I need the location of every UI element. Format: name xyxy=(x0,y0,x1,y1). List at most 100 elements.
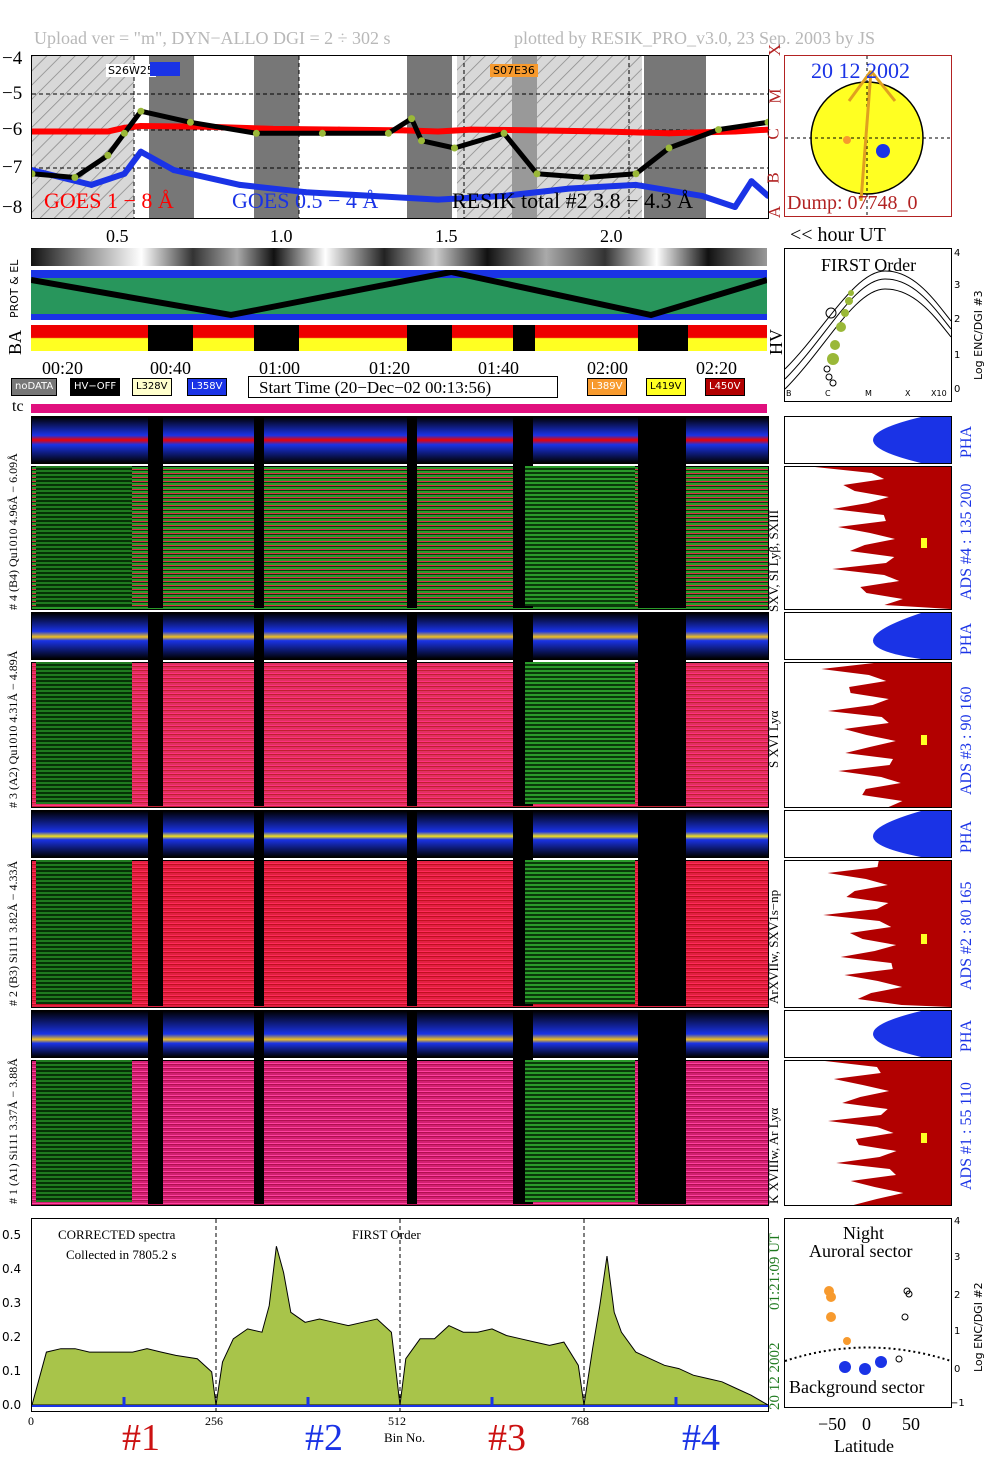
ads-profile-shape xyxy=(815,467,951,609)
resik-total-line-point xyxy=(715,126,722,134)
goes-long-line-point xyxy=(137,123,144,129)
detector-label-2: #2 xyxy=(305,1417,343,1459)
event-label-2: S07E36 xyxy=(490,64,538,77)
goes-class-c: C xyxy=(763,128,783,140)
eclipse-band xyxy=(148,1010,163,1204)
resik-total-line-point xyxy=(137,107,145,115)
resik-total-line-point xyxy=(71,174,79,181)
time-tick-5: 02:00 xyxy=(587,358,629,378)
auroral-points xyxy=(824,1286,851,1345)
orbit-map-strip xyxy=(31,270,767,320)
ba-gap-3 xyxy=(407,325,452,351)
goes-class-m: M xyxy=(765,88,785,104)
label-ba: BA xyxy=(5,329,25,355)
goes-curves xyxy=(32,107,768,210)
sun-dump: Dump: 07748_0 xyxy=(787,192,918,214)
first-order-ytick-3: 1 xyxy=(954,350,961,361)
eclipse-band xyxy=(254,416,264,608)
resik-total-line-point xyxy=(583,174,590,181)
sun-date: 20 12 2002 xyxy=(811,58,910,83)
badge-nodata: noDATA xyxy=(11,378,58,396)
ads-profile-svg xyxy=(824,1061,951,1205)
night-title: Night xyxy=(843,1223,885,1243)
spectrum-blue-markers xyxy=(122,1397,678,1405)
eclipse-band xyxy=(407,810,417,1006)
spectrum-xtick-1: 256 xyxy=(205,1414,223,1428)
det2-line-label: ArXVIIw, SXV1s−np xyxy=(766,889,781,1004)
detector-label-4: #4 xyxy=(682,1417,720,1459)
time-tick-1: 00:40 xyxy=(150,358,192,378)
green-section xyxy=(36,860,132,1004)
first-order-svg xyxy=(785,270,951,390)
ads-profile xyxy=(784,860,952,1008)
night-ylabel: Log ENC/DGI #2 xyxy=(972,1282,985,1372)
ba-gap-4 xyxy=(513,325,535,351)
ba-gap-1 xyxy=(148,325,193,351)
spectrum-dividers xyxy=(215,1219,585,1411)
spectrum-ytick-2: 0.3 xyxy=(2,1296,22,1310)
ads-profile xyxy=(784,466,952,610)
goes-short-line-point xyxy=(170,167,177,174)
ads-profile-shape xyxy=(823,861,951,1007)
resik-total-line-point xyxy=(764,118,768,126)
det2-pha-label: PHA xyxy=(958,820,975,853)
ads-marker xyxy=(921,934,927,944)
eclipse-band xyxy=(148,810,163,1006)
green-section xyxy=(525,466,635,606)
goes-short-line-point xyxy=(435,196,441,203)
first-order-xtick-0: B xyxy=(786,389,792,398)
first-order-ylabel: Log ENC/DGI #3 xyxy=(972,290,985,380)
spectrum-ytick-4: 0.1 xyxy=(2,1364,22,1378)
spectrum-text-1: CORRECTED spectra xyxy=(58,1227,176,1242)
night-xlabel: Latitude xyxy=(834,1436,894,1456)
eclipse-gray-1 xyxy=(149,56,194,218)
goes-short-line-point xyxy=(236,181,243,188)
orbit-map-svg xyxy=(31,270,767,319)
goes-short-line-point xyxy=(121,170,128,177)
spectrum-ytick-5: 0.0 xyxy=(2,1398,22,1412)
night-xtick-2: 50 xyxy=(902,1414,920,1434)
eclipse-band xyxy=(407,612,417,806)
background-points xyxy=(839,1356,887,1375)
eclipse-band xyxy=(407,1010,417,1204)
spectrum-ytick-3: 0.2 xyxy=(2,1330,22,1344)
spectrum-xtick-2: 512 xyxy=(388,1414,406,1428)
ads-profile-svg xyxy=(821,663,951,807)
first-order-ytick-4: 0 xyxy=(954,384,961,395)
first-order-xtick-1: C xyxy=(825,389,831,398)
green-section xyxy=(36,466,132,606)
spectrum-text-3: FIRST Order xyxy=(352,1227,421,1242)
green-section xyxy=(36,662,132,804)
det2-ads-label: ADS #2 : 80 165 xyxy=(958,881,975,990)
spectrum-xtick-0: 0 xyxy=(28,1414,34,1428)
eclipse-band xyxy=(254,612,264,806)
event-label-1-text: S26W25 xyxy=(108,64,154,77)
spectrum-text-2: Collected in 7805.2 s xyxy=(66,1247,177,1262)
pha-profile xyxy=(784,416,952,464)
eclipse-band xyxy=(148,416,163,608)
event-label-1: S26W25 xyxy=(106,64,156,77)
spectrum-xtick-3: 768 xyxy=(571,1414,589,1428)
pha-profile xyxy=(784,1010,952,1058)
det4-line-label: SXV, SI Lyβ, SXIII xyxy=(766,509,781,612)
goes-long-line-point xyxy=(435,128,441,135)
first-order-xtick-4: X10 xyxy=(931,389,947,398)
goes-long-line-point xyxy=(32,128,35,135)
ba-gap-2 xyxy=(254,325,299,351)
pha-profile-shape xyxy=(873,811,951,857)
det1-range-label: # 1 (A1) Si111 3.37Å − 3.88Å xyxy=(6,1058,20,1204)
tc-strip xyxy=(31,404,767,413)
det1-pha-label: PHA xyxy=(958,1019,975,1052)
eclipse-band xyxy=(254,1010,264,1204)
first-order-box: FIRST Order B C M X X10 xyxy=(784,248,952,402)
spectrum-ytick-0: 0.5 xyxy=(2,1228,22,1242)
hour-unit: << hour UT xyxy=(790,224,886,246)
ads-marker xyxy=(921,735,927,745)
eclipse-hatch-1 xyxy=(32,56,134,218)
label-prot-el: PROT & EL xyxy=(8,259,21,318)
first-order-title: FIRST Order xyxy=(821,255,917,275)
spectrum-ytick-1: 0.4 xyxy=(2,1262,22,1276)
time-tick-6: 02:20 xyxy=(696,358,738,378)
night-ytick-0: 4 xyxy=(954,1216,961,1227)
upload-header: Upload ver = "m", DYN−ALLO DGI = 2 ÷ 302… xyxy=(34,28,391,48)
